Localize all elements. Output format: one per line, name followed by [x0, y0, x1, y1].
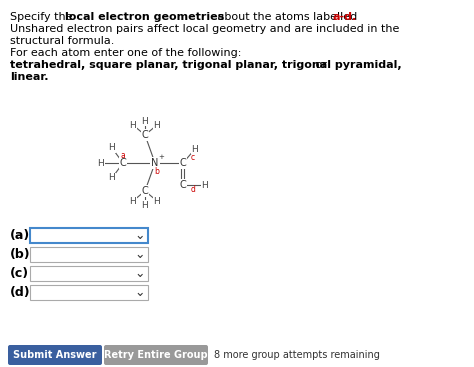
Text: a-d.: a-d. — [333, 12, 357, 22]
Text: H: H — [109, 143, 115, 153]
FancyBboxPatch shape — [30, 228, 148, 243]
FancyBboxPatch shape — [8, 345, 102, 365]
Text: Specify the: Specify the — [10, 12, 76, 22]
Text: H: H — [129, 196, 137, 206]
Text: H: H — [129, 120, 137, 130]
Text: d: d — [191, 185, 195, 195]
Text: ⌄: ⌄ — [135, 286, 145, 299]
FancyBboxPatch shape — [104, 345, 208, 365]
Text: ⌄: ⌄ — [135, 229, 145, 242]
Text: c: c — [191, 153, 195, 163]
Text: linear.: linear. — [10, 72, 48, 82]
Text: H: H — [142, 116, 148, 126]
Text: Retry Entire Group: Retry Entire Group — [104, 350, 208, 360]
Text: H: H — [201, 181, 209, 189]
Text: For each atom enter one of the following:: For each atom enter one of the following… — [10, 48, 241, 58]
Text: N: N — [151, 158, 159, 168]
Text: H: H — [191, 145, 199, 153]
Text: local electron geometries: local electron geometries — [65, 12, 224, 22]
Text: Submit Answer: Submit Answer — [13, 350, 97, 360]
Text: C: C — [119, 158, 127, 168]
Text: C: C — [142, 186, 148, 196]
Text: H: H — [98, 159, 104, 167]
Text: b: b — [155, 167, 159, 175]
Text: (d): (d) — [10, 286, 31, 299]
Text: H: H — [142, 200, 148, 210]
Text: (c): (c) — [10, 267, 29, 280]
FancyBboxPatch shape — [30, 285, 148, 300]
Text: H: H — [109, 174, 115, 182]
Text: about the atoms labelled: about the atoms labelled — [214, 12, 361, 22]
Text: ⌄: ⌄ — [135, 248, 145, 261]
Text: a: a — [120, 150, 126, 160]
Text: Unshared electron pairs affect local geometry and are included in the: Unshared electron pairs affect local geo… — [10, 24, 400, 34]
Text: 8 more group attempts remaining: 8 more group attempts remaining — [214, 350, 380, 360]
Text: ⌄: ⌄ — [135, 267, 145, 280]
Text: (a): (a) — [10, 229, 30, 242]
Text: or: or — [312, 60, 327, 70]
Text: C: C — [180, 180, 186, 190]
Text: tetrahedral, square planar, trigonal planar, trigonal pyramidal,: tetrahedral, square planar, trigonal pla… — [10, 60, 401, 70]
Text: structural formula.: structural formula. — [10, 36, 114, 46]
Text: (b): (b) — [10, 248, 31, 261]
Text: H: H — [154, 120, 160, 130]
Text: C: C — [142, 130, 148, 140]
Text: C: C — [180, 158, 186, 168]
FancyBboxPatch shape — [30, 266, 148, 281]
Text: +: + — [158, 154, 164, 160]
Text: H: H — [154, 196, 160, 206]
FancyBboxPatch shape — [30, 247, 148, 262]
